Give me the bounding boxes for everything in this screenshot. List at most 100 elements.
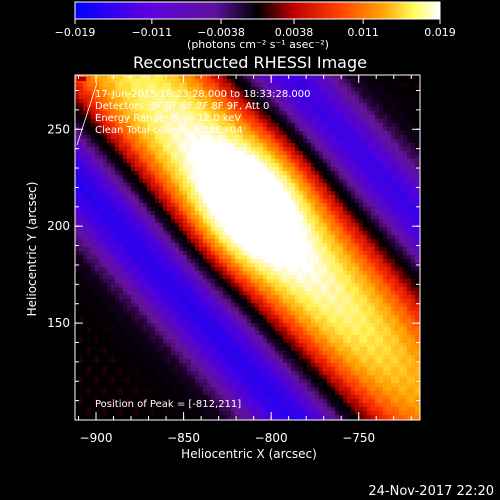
heatmap-cell	[219, 335, 224, 340]
heatmap-cell	[167, 187, 172, 192]
heatmap-cell	[279, 167, 284, 172]
heatmap-cell	[283, 299, 288, 304]
heatmap-cell	[171, 187, 176, 192]
heatmap-cell	[275, 399, 280, 404]
heatmap-cell	[115, 215, 120, 220]
heatmap-cell	[95, 271, 100, 276]
heatmap-cell	[215, 175, 220, 180]
heatmap-cell	[107, 231, 112, 236]
heatmap-cell	[207, 331, 212, 336]
heatmap-cell	[195, 359, 200, 364]
heatmap-cell	[95, 291, 100, 296]
heatmap-cell	[155, 339, 160, 344]
heatmap-cell	[283, 187, 288, 192]
heatmap-cell	[195, 255, 200, 260]
heatmap-cell	[171, 143, 176, 148]
heatmap-cell	[131, 215, 136, 220]
heatmap-cell	[151, 139, 156, 144]
heatmap-cell	[271, 255, 276, 260]
heatmap-cell	[223, 247, 228, 252]
heatmap-cell	[235, 379, 240, 384]
heatmap-cell	[183, 279, 188, 284]
heatmap-cell	[139, 111, 144, 116]
heatmap-cell	[299, 219, 304, 224]
heatmap-cell	[123, 131, 128, 136]
heatmap-cell	[187, 319, 192, 324]
heatmap-cell	[295, 179, 300, 184]
heatmap-cell	[255, 267, 260, 272]
heatmap-cell	[167, 415, 172, 420]
heatmap-cell	[147, 227, 152, 232]
heatmap-cell	[231, 231, 236, 236]
heatmap-cell	[231, 263, 236, 268]
heatmap-cell	[91, 75, 96, 80]
heatmap-cell	[299, 163, 304, 168]
heatmap-cell	[203, 379, 208, 384]
heatmap-cell	[275, 379, 280, 384]
heatmap-cell	[279, 175, 284, 180]
heatmap-cell	[247, 115, 252, 120]
heatmap-cell	[219, 227, 224, 232]
heatmap-cell	[135, 75, 140, 80]
heatmap-cell	[259, 171, 264, 176]
heatmap-cell	[295, 303, 300, 308]
heatmap-cell	[231, 311, 236, 316]
heatmap-cell	[235, 223, 240, 228]
heatmap-cell	[267, 83, 272, 88]
heatmap-cell	[83, 207, 88, 212]
heatmap-cell	[235, 295, 240, 300]
heatmap-cell	[215, 315, 220, 320]
heatmap-cell	[155, 191, 160, 196]
heatmap-cell	[175, 111, 180, 116]
heatmap-cell	[199, 263, 204, 268]
heatmap-cell	[191, 307, 196, 312]
heatmap-cell	[135, 235, 140, 240]
heatmap-cell	[255, 291, 260, 296]
heatmap-cell	[263, 183, 268, 188]
heatmap-cell	[87, 255, 92, 260]
heatmap-cell	[103, 99, 108, 104]
heatmap-cell	[151, 99, 156, 104]
heatmap-cell	[203, 283, 208, 288]
heatmap-cell	[103, 147, 108, 152]
heatmap-cell	[295, 195, 300, 200]
heatmap-cell	[83, 375, 88, 380]
heatmap-cell	[263, 223, 268, 228]
heatmap-cell	[139, 259, 144, 264]
heatmap-cell	[91, 111, 96, 116]
heatmap-cell	[207, 259, 212, 264]
heatmap-cell	[263, 315, 268, 320]
heatmap-cell	[119, 339, 124, 344]
heatmap-cell	[143, 391, 148, 396]
heatmap-cell	[299, 363, 304, 368]
heatmap-cell	[171, 311, 176, 316]
heatmap-cell	[199, 115, 204, 120]
heatmap-cell	[111, 191, 116, 196]
heatmap-cell	[203, 219, 208, 224]
heatmap-cell	[203, 383, 208, 388]
heatmap-cell	[227, 179, 232, 184]
heatmap-cell	[127, 387, 132, 392]
heatmap-cell	[211, 215, 216, 220]
heatmap-cell	[191, 131, 196, 136]
heatmap-cell	[239, 339, 244, 344]
heatmap-cell	[291, 391, 296, 396]
heatmap-cell	[207, 223, 212, 228]
heatmap-cell	[111, 171, 116, 176]
heatmap-cell	[163, 195, 168, 200]
heatmap-cell	[299, 375, 304, 380]
heatmap-cell	[167, 391, 172, 396]
heatmap-cell	[231, 215, 236, 220]
heatmap-cell	[227, 151, 232, 156]
heatmap-cell	[275, 279, 280, 284]
heatmap-cell	[115, 131, 120, 136]
heatmap-cell	[235, 351, 240, 356]
heatmap-cell	[79, 319, 84, 324]
heatmap-cell	[291, 163, 296, 168]
heatmap-cell	[99, 163, 104, 168]
heatmap-cell	[75, 247, 80, 252]
heatmap-cell	[263, 167, 268, 172]
heatmap-cell	[243, 179, 248, 184]
heatmap-cell	[151, 375, 156, 380]
heatmap-cell	[263, 403, 268, 408]
